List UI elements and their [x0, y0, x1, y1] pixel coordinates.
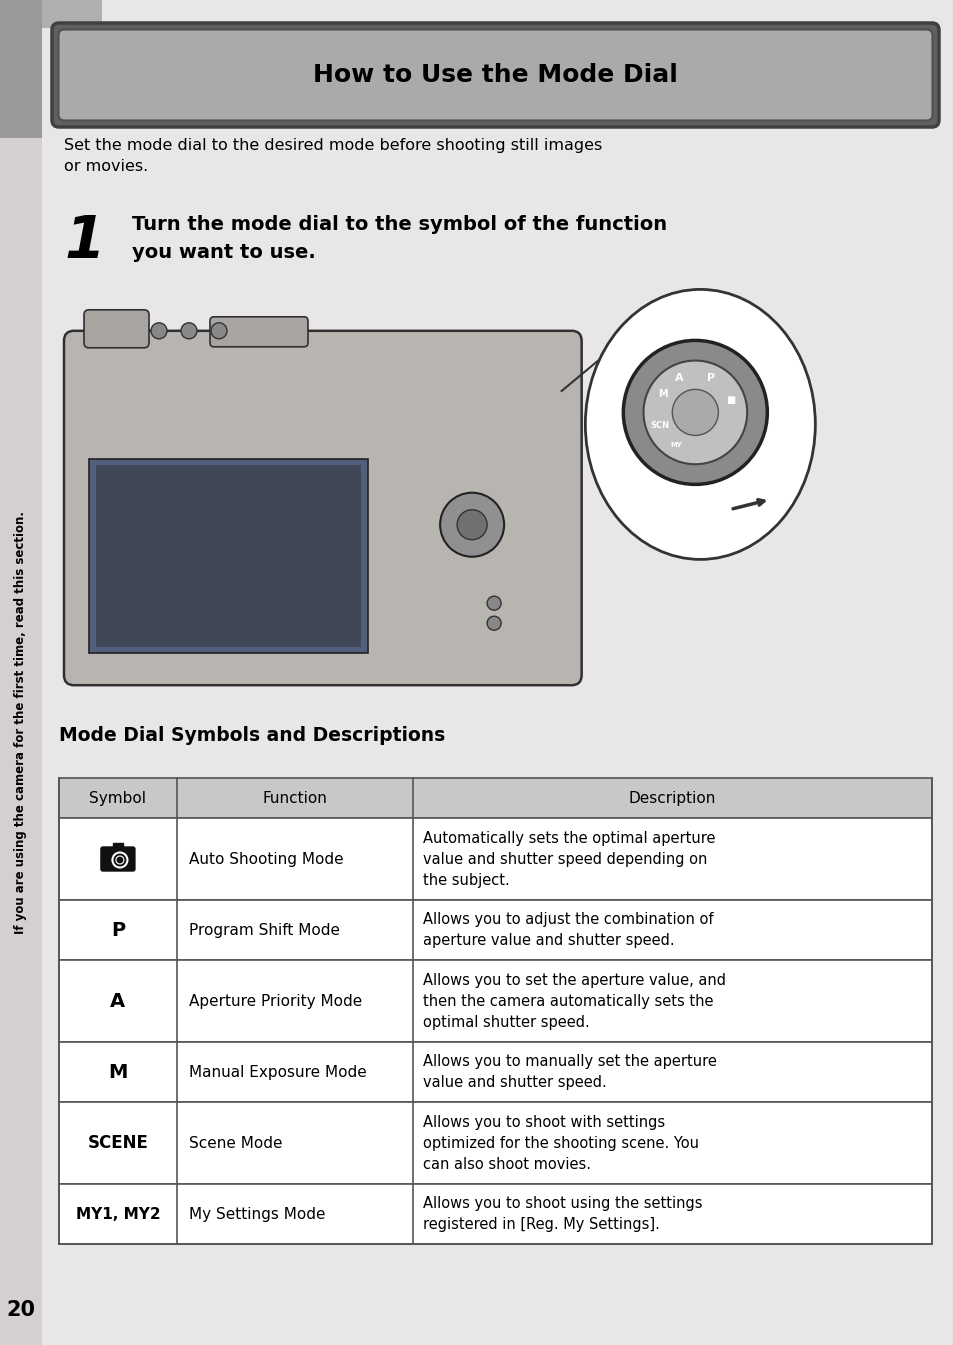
Text: Allows you to shoot with settings
optimized for the shooting scene. You
can also: Allows you to shoot with settings optimi…: [422, 1115, 698, 1171]
Text: SCENE: SCENE: [88, 1134, 149, 1153]
Bar: [0, 0, 102, 28]
Bar: [89, 459, 367, 654]
Text: How to Use the Mode Dial: How to Use the Mode Dial: [313, 63, 678, 87]
FancyBboxPatch shape: [64, 331, 581, 685]
Text: If you are using the camera for the first time, read this section.: If you are using the camera for the firs…: [14, 511, 28, 933]
Text: MY1, MY2: MY1, MY2: [75, 1206, 160, 1221]
FancyBboxPatch shape: [101, 847, 134, 872]
Text: Allows you to set the aperture value, and
then the camera automatically sets the: Allows you to set the aperture value, an…: [422, 972, 725, 1029]
Circle shape: [456, 510, 487, 539]
Text: Automatically sets the optimal aperture
value and shutter speed depending on
the: Automatically sets the optimal aperture …: [422, 830, 715, 888]
Bar: [59, 900, 931, 960]
Circle shape: [181, 323, 196, 339]
Bar: [59, 777, 931, 818]
Circle shape: [487, 596, 500, 611]
Text: Manual Exposure Mode: Manual Exposure Mode: [189, 1064, 366, 1080]
Circle shape: [439, 492, 503, 557]
Ellipse shape: [585, 289, 815, 560]
Text: Mode Dial Symbols and Descriptions: Mode Dial Symbols and Descriptions: [59, 726, 445, 745]
Bar: [96, 465, 360, 647]
Text: P: P: [111, 920, 125, 940]
Circle shape: [99, 467, 169, 537]
Text: P: P: [706, 374, 715, 383]
Circle shape: [643, 360, 746, 464]
Bar: [59, 1102, 931, 1184]
Text: Aperture Priority Mode: Aperture Priority Mode: [189, 994, 362, 1009]
Text: 20: 20: [7, 1301, 35, 1319]
Text: Turn the mode dial to the symbol of the function
you want to use.: Turn the mode dial to the symbol of the …: [132, 215, 666, 262]
Text: Allows you to manually set the aperture
value and shutter speed.: Allows you to manually set the aperture …: [422, 1054, 716, 1089]
FancyBboxPatch shape: [84, 309, 149, 348]
Text: Description: Description: [628, 791, 715, 806]
Text: My Settings Mode: My Settings Mode: [189, 1206, 325, 1221]
Text: SCN: SCN: [650, 421, 669, 429]
Circle shape: [672, 389, 718, 436]
Bar: [0, 139, 42, 1345]
Text: Auto Shooting Mode: Auto Shooting Mode: [189, 851, 343, 866]
FancyBboxPatch shape: [210, 317, 308, 347]
Text: M: M: [658, 389, 667, 398]
Circle shape: [622, 340, 766, 484]
Text: A: A: [675, 374, 683, 383]
Bar: [112, 843, 123, 850]
Text: Scene Mode: Scene Mode: [189, 1135, 282, 1150]
FancyBboxPatch shape: [58, 30, 931, 121]
Text: Function: Function: [262, 791, 327, 806]
Text: MY: MY: [670, 441, 681, 448]
Text: Allows you to adjust the combination of
aperture value and shutter speed.: Allows you to adjust the combination of …: [422, 912, 712, 948]
Text: Set the mode dial to the desired mode before shooting still images
or movies.: Set the mode dial to the desired mode be…: [64, 139, 601, 174]
Bar: [59, 1184, 931, 1244]
Text: ■: ■: [725, 394, 735, 405]
Circle shape: [211, 323, 227, 339]
Bar: [0, 0, 42, 139]
Bar: [59, 1042, 931, 1102]
Text: 1: 1: [64, 213, 105, 270]
Text: A: A: [111, 991, 126, 1010]
Text: M: M: [108, 1063, 128, 1081]
Bar: [59, 818, 931, 900]
Circle shape: [487, 616, 500, 631]
Text: Symbol: Symbol: [90, 791, 146, 806]
Text: Allows you to shoot using the settings
registered in [Reg. My Settings].: Allows you to shoot using the settings r…: [422, 1196, 701, 1232]
Circle shape: [116, 855, 124, 863]
Circle shape: [151, 323, 167, 339]
FancyBboxPatch shape: [52, 23, 938, 126]
Text: Program Shift Mode: Program Shift Mode: [189, 923, 339, 937]
Circle shape: [112, 853, 128, 868]
Bar: [59, 960, 931, 1042]
